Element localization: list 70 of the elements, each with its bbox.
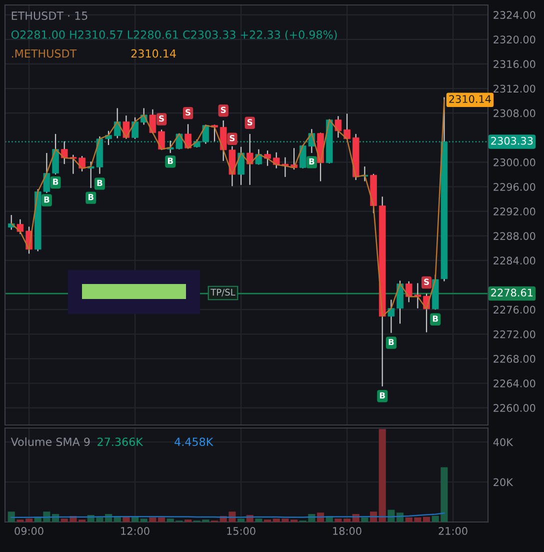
y-tick-label: 40K	[493, 438, 514, 446]
y-tick-label: 2312.00	[494, 84, 536, 93]
y-tick-label: 2268.00	[494, 354, 536, 363]
y-tick-label: 2320.00	[494, 36, 536, 44]
x-tick-label: 12:00	[121, 527, 150, 535]
annotation: B	[53, 178, 58, 185]
candlestick	[158, 129, 165, 150]
annotation: 4.458K	[174, 438, 214, 446]
bar	[361, 517, 368, 522]
chart-title: ETHUSDT · 15	[12, 11, 88, 20]
bar	[158, 517, 166, 522]
bar	[237, 518, 245, 522]
ref-line-label: 2278.61	[491, 288, 533, 297]
text: .METHUSDT	[12, 49, 77, 58]
text: Volume SMA 9	[10, 437, 90, 446]
annotation: S	[159, 115, 164, 122]
x-tick-label: 21:00	[438, 527, 468, 535]
annotation: B	[380, 392, 385, 398]
y-tick-label: 2316.00	[494, 60, 536, 68]
candlestick	[246, 133, 254, 186]
annotation: 27.366K	[98, 438, 144, 446]
candlestick	[132, 116, 138, 140]
annotation: S	[230, 134, 235, 142]
y-tick-label: 2308.00	[494, 109, 536, 118]
candlestick	[334, 116, 342, 138]
y-tick-label: 2272.00	[494, 330, 536, 338]
annotation: B	[44, 196, 50, 203]
candlestick	[149, 108, 156, 134]
y-tick-label: 2260.00	[494, 404, 536, 412]
annotation: S	[186, 109, 190, 116]
annotation: B	[168, 158, 173, 164]
candlestick	[238, 146, 244, 186]
annotation: TP/SL	[210, 288, 236, 296]
bar	[422, 516, 430, 522]
bar	[122, 516, 130, 522]
bar	[343, 518, 351, 522]
x-tick-label: 18:00	[333, 527, 362, 535]
y-tick-label: 2284.00	[494, 256, 536, 265]
y-tick-label: 2288.00	[494, 232, 536, 240]
candlestick	[264, 150, 271, 166]
bar	[255, 518, 262, 522]
bar	[8, 512, 15, 522]
data-label: 2310.14	[449, 95, 491, 103]
y-tick-label: 20K	[494, 478, 514, 486]
y-tick-label: 2264.00	[494, 379, 536, 388]
y-tick-label: 2276.00	[494, 306, 536, 314]
candlestick	[16, 218, 24, 235]
bar	[140, 518, 148, 522]
bar	[149, 517, 156, 522]
annotation: B	[388, 338, 394, 346]
annotation: S	[424, 278, 429, 285]
annotation: B	[97, 180, 102, 186]
annotation: B	[432, 316, 438, 322]
y-tick-label: 2292.00	[494, 208, 536, 216]
annotation: O2281.00 H2310.57 L2280.61 C2303.33 +22.33 (+0.98%)	[11, 30, 337, 40]
annotation: S	[220, 106, 226, 114]
y-tick-label: 2296.00	[494, 182, 536, 191]
annotation: S	[247, 119, 252, 126]
annotation: B	[309, 158, 314, 164]
x-tick-label: 15:00	[227, 527, 256, 535]
bar	[334, 518, 342, 522]
annotation: B	[88, 194, 94, 200]
bar	[378, 429, 386, 522]
y-tick-label: 2324.00	[494, 11, 536, 19]
candlestick	[388, 299, 395, 334]
bar	[25, 518, 33, 522]
ref-line-label: 2303.33	[491, 136, 533, 145]
x-tick-label: 09:00	[14, 527, 44, 535]
annotation: 2310.14	[131, 49, 176, 58]
y-tick-label: 2300.00	[494, 158, 536, 166]
